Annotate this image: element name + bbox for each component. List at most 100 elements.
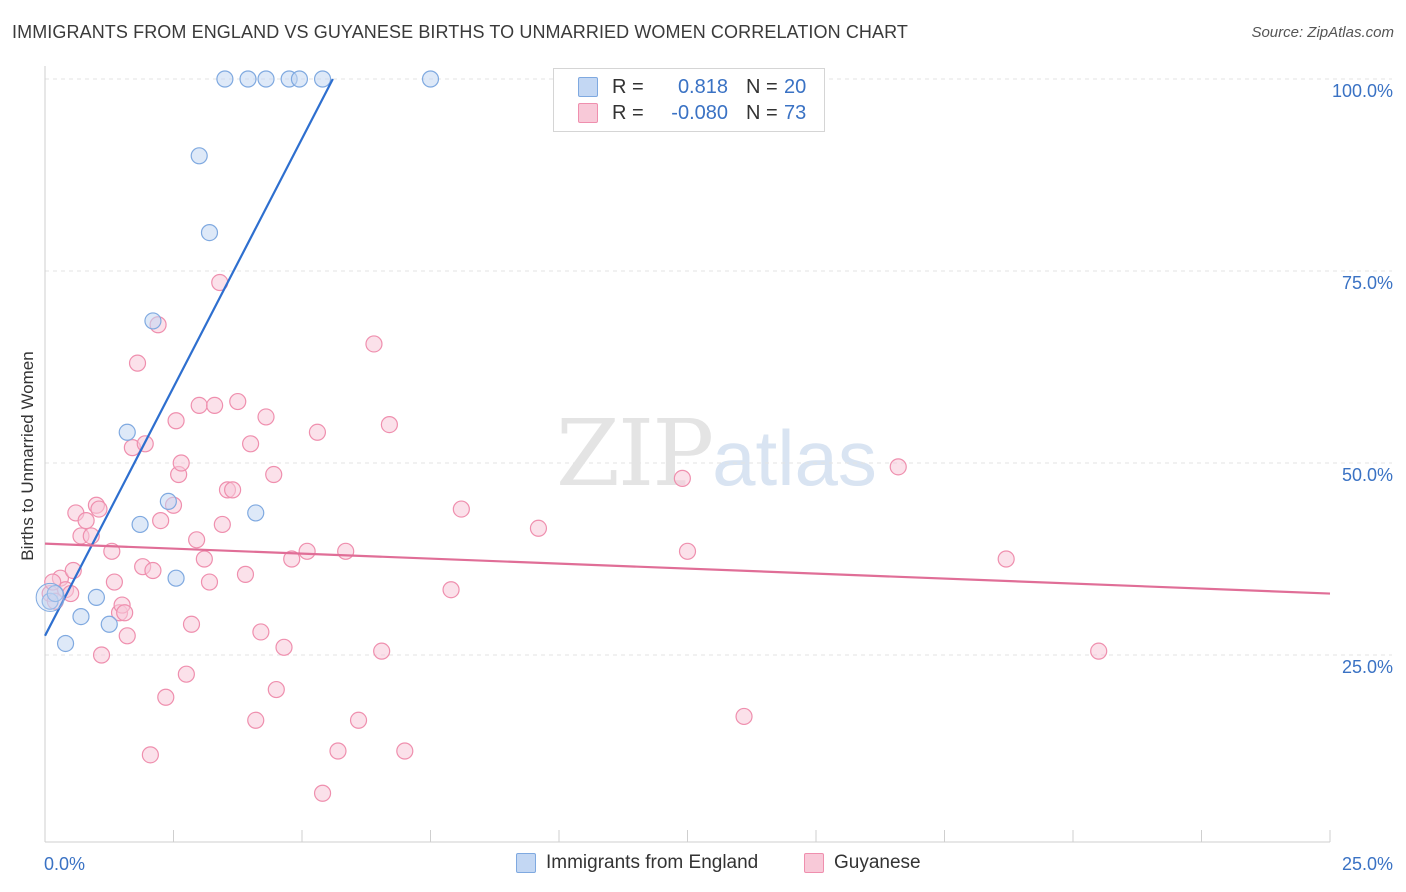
data-point (247, 504, 265, 522)
data-point (265, 465, 283, 484)
data-point (224, 481, 242, 499)
data-point (380, 416, 398, 434)
series-legend-england[interactable]: Immigrants from England (516, 852, 758, 874)
data-point (329, 742, 347, 760)
data-point (72, 607, 90, 626)
data-point (673, 469, 691, 487)
data-point (190, 147, 208, 165)
data-point (529, 519, 548, 537)
data-point (257, 408, 275, 426)
legend-n-label: N = (746, 75, 778, 98)
data-point (128, 354, 147, 372)
legend-row-guyanese: R = -0.080 N = 73 (578, 100, 806, 126)
data-point (105, 573, 123, 591)
series-legend-label: Guyanese (834, 852, 921, 873)
data-point (35, 582, 65, 612)
data-point (1090, 642, 1108, 660)
data-point (157, 688, 175, 706)
legend-r-label: R = (612, 75, 644, 98)
legend-swatch-guyanese (578, 103, 598, 123)
data-point (167, 569, 185, 587)
data-point (313, 784, 332, 802)
series-legend-label: Immigrants from England (546, 852, 759, 873)
data-point (144, 312, 162, 330)
data-point (396, 742, 414, 760)
data-point (172, 454, 190, 472)
data-point (337, 542, 355, 560)
data-point (152, 511, 170, 530)
data-point (242, 435, 260, 453)
data-point (257, 70, 275, 88)
legend-n-label: N = (746, 101, 778, 124)
data-point (77, 511, 95, 530)
x-tick-label: 25.0% (1342, 854, 1393, 874)
data-point (141, 746, 159, 764)
data-point (190, 396, 208, 414)
data-point (90, 500, 108, 518)
data-point (678, 542, 697, 560)
data-point (239, 70, 257, 88)
data-point (118, 423, 136, 441)
legend-r-value: 0.818 (677, 75, 728, 98)
data-point (275, 638, 293, 656)
data-point (159, 492, 177, 510)
data-point (308, 423, 327, 441)
trend-line (44, 78, 334, 637)
data-point (216, 70, 234, 88)
data-point (167, 412, 185, 430)
data-point (236, 565, 255, 583)
data-point (313, 70, 332, 88)
legend-r-label: R = (612, 101, 644, 124)
data-point (200, 224, 219, 242)
data-point (206, 396, 224, 414)
chart-title: IMMIGRANTS FROM ENGLAND VS GUYANESE BIRT… (12, 22, 908, 42)
y-tick-label: 75.0% (1342, 273, 1393, 293)
data-point (92, 646, 111, 664)
data-point (229, 392, 247, 411)
watermark-atlas: atlas (712, 414, 877, 502)
data-point (182, 615, 201, 633)
data-point (373, 642, 391, 660)
data-point (365, 335, 383, 353)
data-point (100, 615, 118, 633)
data-point (452, 500, 470, 518)
data-point (213, 515, 231, 534)
y-tick-label: 25.0% (1342, 657, 1393, 677)
data-point (735, 707, 753, 726)
data-point (118, 627, 136, 645)
data-point (195, 550, 213, 568)
source-label: Source: ZipAtlas.com (1251, 24, 1394, 41)
y-tick-label: 100.0% (1332, 81, 1393, 101)
data-point (87, 588, 106, 607)
watermark: ZIPatlas (556, 400, 877, 507)
watermark-zip: ZIP (556, 400, 714, 507)
y-axis-label: Births to Unmarried Women (18, 351, 37, 561)
trend-line (44, 542, 1331, 595)
series-legend: Immigrants from England Guyanese (0, 852, 1406, 878)
data-point (200, 573, 219, 591)
legend-row-england: R = 0.818 N = 20 (578, 74, 806, 100)
x-tick-label: 0.0% (44, 854, 85, 874)
data-point (421, 70, 440, 88)
data-point (177, 665, 195, 683)
data-point (56, 634, 75, 653)
data-point (889, 458, 907, 476)
series-swatch-guyanese (804, 853, 824, 873)
data-point (298, 542, 316, 560)
series-legend-guyanese[interactable]: Guyanese (804, 852, 921, 874)
legend-swatch-england (578, 77, 598, 97)
data-point (188, 531, 206, 549)
legend-r-value: -0.080 (671, 101, 728, 124)
data-point (252, 623, 270, 641)
correlation-legend: R = 0.818 N = 20 R = -0.080 N = 73 (553, 68, 825, 132)
data-point (116, 604, 134, 622)
legend-n-value: 20 (784, 75, 807, 98)
data-point (247, 711, 265, 729)
data-point (283, 550, 301, 568)
series-swatch-england (516, 853, 536, 873)
y-tick-label: 50.0% (1342, 465, 1393, 485)
data-point (290, 70, 309, 88)
legend-n-value: 73 (784, 101, 807, 124)
data-point (267, 680, 285, 699)
